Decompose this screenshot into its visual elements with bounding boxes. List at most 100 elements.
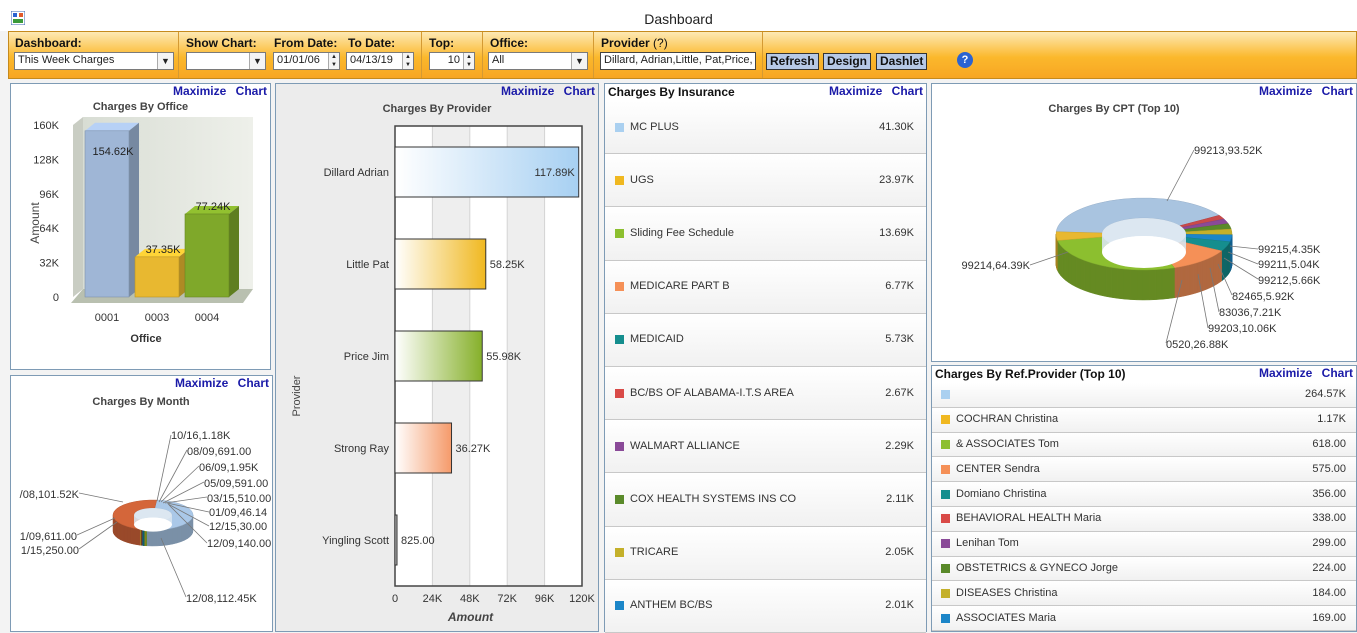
legend-swatch — [615, 176, 624, 185]
chevron-down-icon[interactable]: ▼ — [157, 53, 173, 69]
legend-swatch — [941, 465, 950, 474]
design-button[interactable]: Design — [823, 53, 871, 70]
bar-data-label: 58.25K — [490, 259, 526, 271]
y-axis-label: Provider — [291, 375, 303, 416]
legend-swatch — [615, 123, 624, 132]
list-item-label: ANTHEM BC/BS — [630, 599, 713, 611]
leader-line — [1230, 246, 1258, 249]
top-label: Top: — [429, 36, 454, 50]
to-date-group: To Date: 04/13/19 ▲▼ — [342, 32, 422, 78]
from-date-field[interactable]: 01/01/06 ▲▼ — [273, 52, 340, 70]
from-date-group: From Date: 01/01/06 ▲▼ — [268, 32, 342, 78]
spin-updown-icon[interactable]: ▲▼ — [463, 53, 474, 69]
maximize-chart-link[interactable]: Maximize Chart — [173, 84, 267, 98]
dashboard-label: Dashboard: — [15, 36, 82, 50]
bar-0004 — [185, 206, 239, 297]
to-date-label: To Date: — [348, 36, 395, 50]
x-tick-label: 96K — [535, 593, 555, 605]
slice-label: 12/09,140.00 — [207, 538, 271, 550]
x-tick-label: 0003 — [145, 312, 169, 324]
office-select-value: All — [492, 54, 504, 66]
list-item-value: 5.73K — [885, 333, 914, 345]
list-item-label: UGS — [630, 174, 654, 186]
legend-swatch — [941, 514, 950, 523]
list-item-label: BEHAVIORAL HEALTH Maria — [956, 512, 1101, 524]
slice-label: 83036,7.21K — [1219, 307, 1282, 319]
office-label: Office: — [490, 36, 528, 50]
refresh-button[interactable]: Refresh — [766, 53, 819, 70]
leader-line — [157, 435, 171, 501]
maximize-chart-link[interactable]: Maximize Chart — [829, 84, 923, 98]
leader-line — [1228, 252, 1258, 264]
list-item-value: 224.00 — [1312, 562, 1346, 574]
spin-updown-icon[interactable]: ▲▼ — [328, 53, 339, 69]
to-date-field[interactable]: 04/13/19 ▲▼ — [346, 52, 414, 70]
show-chart-select[interactable]: ▼ — [186, 52, 266, 70]
legend-swatch — [615, 389, 624, 398]
provider-field[interactable]: Dillard, Adrian,Little, Pat,Price, Ji — [600, 52, 756, 70]
list-item-label: COCHRAN Christina — [956, 413, 1058, 425]
help-icon[interactable]: ? — [957, 52, 973, 68]
chevron-down-icon[interactable]: ▼ — [571, 53, 587, 69]
list-item-value: 338.00 — [1312, 512, 1346, 524]
legend-swatch — [941, 440, 950, 449]
dashlet-button[interactable]: Dashlet — [876, 53, 927, 70]
x-tick-label: 120K — [569, 593, 595, 605]
y-axis-label: Amount — [28, 202, 42, 244]
chevron-down-icon[interactable]: ▼ — [249, 53, 265, 69]
list-item-label: ASSOCIATES Maria — [956, 612, 1056, 624]
list-item-value: 2.05K — [885, 546, 914, 558]
list-item: TRICARE 2.05K — [605, 527, 926, 580]
office-select[interactable]: All ▼ — [488, 52, 588, 70]
y-tick-label: 32K — [39, 258, 59, 270]
legend-swatch — [941, 589, 950, 598]
window-title: Dashboard — [0, 11, 1357, 27]
title-bar: Dashboard — [0, 0, 1357, 31]
dashboard-select[interactable]: This Week Charges ▼ — [14, 52, 174, 70]
toolbar: Dashboard: This Week Charges ▼ Show Char… — [8, 31, 1357, 79]
list-item-value: 1.17K — [1317, 413, 1346, 425]
leader-line — [161, 466, 199, 502]
slice-label: 0520,26.88K — [1166, 339, 1229, 351]
slice-label: 01/09,46.14 — [209, 507, 267, 519]
slice-label: 99203,10.06K — [1208, 323, 1277, 335]
bar-little-pat — [395, 239, 486, 289]
office-bar-chart: 032K64K96K128K160KAmount154.62K000137.35… — [11, 102, 270, 370]
list-item-label: TRICARE — [630, 546, 678, 558]
leader-line — [159, 450, 187, 502]
legend-swatch — [615, 282, 624, 291]
list-item-value: 13.69K — [879, 227, 914, 239]
provider-group: Provider (?) Dillard, Adrian,Little, Pat… — [595, 32, 763, 78]
legend-swatch — [615, 601, 624, 610]
leader-line — [165, 497, 207, 503]
legend-swatch — [615, 442, 624, 451]
x-tick-label: 0 — [392, 593, 398, 605]
list-item-label: WALMART ALLIANCE — [630, 440, 740, 452]
bar-data-label: 77.24K — [196, 201, 232, 213]
provider-value: Dillard, Adrian,Little, Pat,Price, Ji — [604, 54, 756, 66]
x-tick-label: 0001 — [95, 312, 119, 324]
slice-label: 12/15,30.00 — [209, 521, 267, 533]
bar-data-label: 825.00 — [401, 535, 435, 547]
list-item-label: DISEASES Christina — [956, 587, 1057, 599]
provider-hint[interactable]: (?) — [653, 36, 668, 50]
bar-data-label: 36.27K — [456, 443, 492, 455]
slice-label: 03/15,510.00 — [207, 493, 271, 505]
provider-label: Provider (?) — [601, 36, 668, 50]
panel-charges-by-insurance: Charges By Insurance Maximize Chart MC P… — [604, 83, 927, 632]
chart-title: Charges By Ref.Provider (Top 10) — [935, 367, 1126, 381]
maximize-chart-link[interactable]: Maximize Chart — [1259, 366, 1353, 380]
leader-line — [1167, 150, 1194, 201]
bar-yingling-scott — [395, 515, 397, 565]
chart-title: Charges By Insurance — [608, 85, 735, 99]
spin-updown-icon[interactable]: ▲▼ — [402, 53, 413, 69]
top-field[interactable]: 10 ▲▼ — [429, 52, 475, 70]
